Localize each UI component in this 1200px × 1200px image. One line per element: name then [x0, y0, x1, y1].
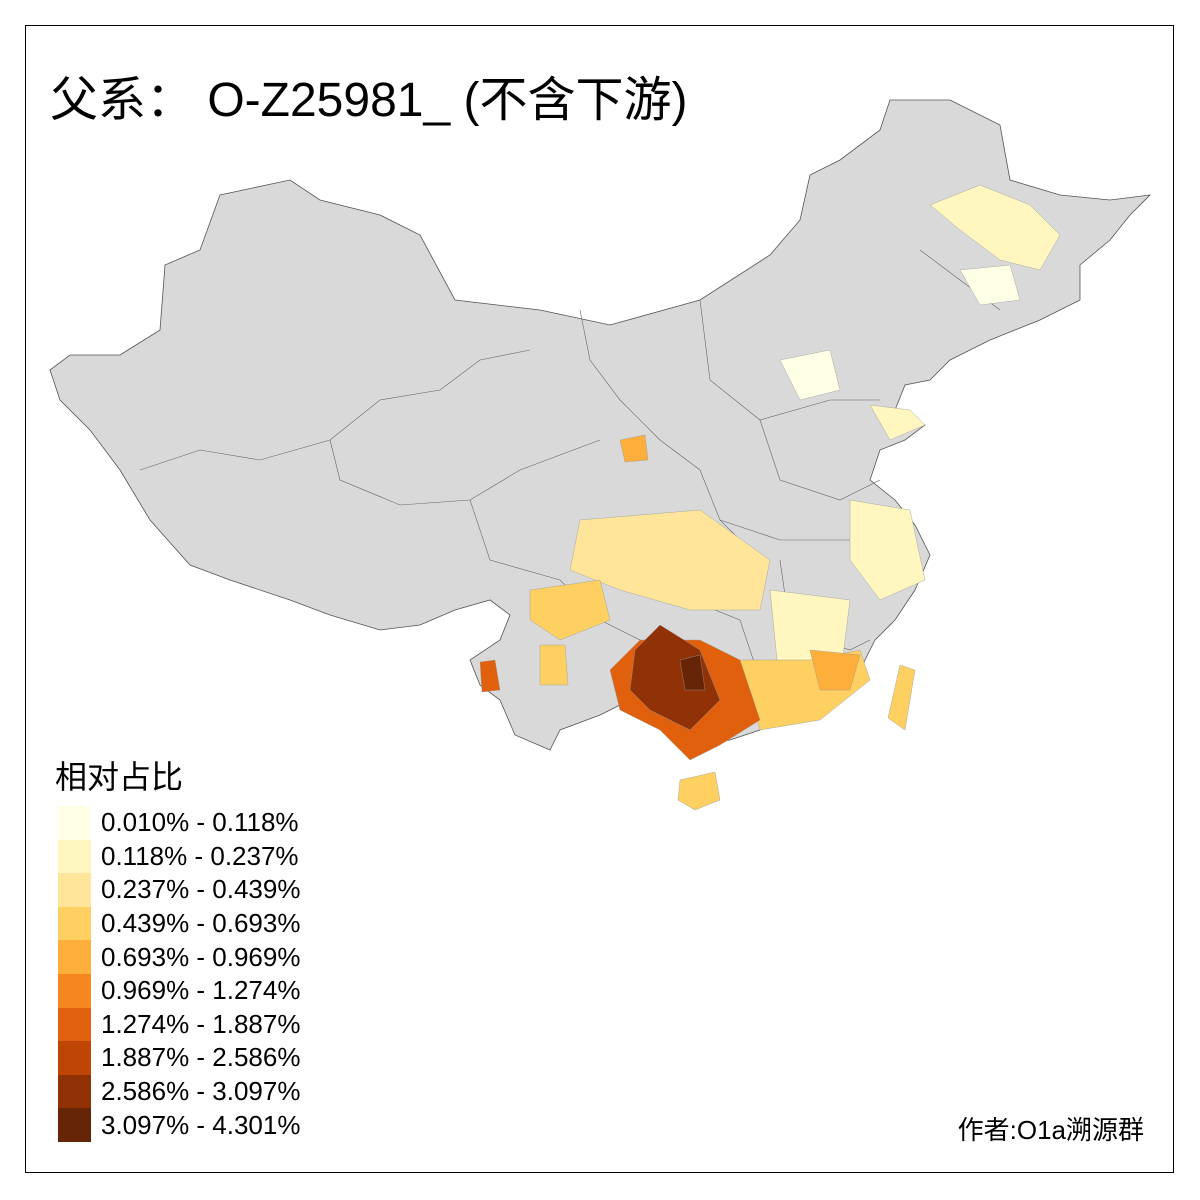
legend-label: 0.969% - 1.274%: [101, 975, 301, 1006]
legend-label: 0.237% - 0.439%: [101, 874, 301, 905]
region-guangxi-peak: [679, 654, 706, 691]
legend: 0.010% - 0.118% 0.118% - 0.237% 0.237% - 0…: [58, 806, 300, 1142]
legend-swatch: [58, 1108, 91, 1142]
shaded-regions: [479, 184, 1061, 811]
legend-item: 0.439% - 0.693%: [58, 906, 301, 941]
legend-item: 0.969% - 1.274%: [58, 973, 301, 1008]
legend-swatch: [58, 973, 91, 1008]
region-yunnan-west: [539, 644, 569, 686]
region-north: [779, 349, 841, 401]
legend-label: 0.693% - 0.969%: [101, 941, 301, 972]
map-title: 父系： O-Z25981_ (不含下游): [50, 74, 688, 127]
legend-item: 0.693% - 0.969%: [58, 940, 300, 974]
legend-swatch: [58, 1007, 91, 1042]
legend-swatch: [58, 873, 91, 907]
author-credit: 作者:O1a溯源群: [957, 1115, 1144, 1145]
region-guangxi-core: [629, 624, 721, 731]
legend-swatch: [58, 839, 91, 874]
legend-item: 1.887% - 2.586%: [58, 1041, 300, 1075]
region-east: [849, 499, 926, 601]
region-hainan: [677, 771, 721, 811]
region-fujian: [809, 649, 861, 691]
legend-title: 相对占比: [55, 759, 184, 795]
legend-label: 1.274% - 1.887%: [101, 1008, 301, 1039]
region-northeast: [929, 184, 1061, 271]
region-gansu: [619, 434, 649, 463]
legend-item: 0.237% - 0.439%: [58, 873, 300, 907]
legend-item: 0.010% - 0.118%: [58, 806, 300, 840]
legend-swatch: [58, 1074, 91, 1109]
legend-label: 3.097% - 4.301%: [101, 1109, 301, 1140]
region-shandong: [869, 404, 926, 441]
legend-swatch: [58, 940, 91, 974]
region-northeast-2: [959, 264, 1021, 306]
legend-label: 1.887% - 2.586%: [101, 1042, 301, 1073]
legend-swatch: [58, 806, 91, 840]
region-border-west: [479, 659, 501, 693]
region-central: [569, 509, 771, 611]
legend-item: 1.274% - 1.887%: [58, 1007, 301, 1042]
legend-label: 0.118% - 0.237%: [101, 840, 299, 871]
legend-item: 2.586% - 3.097%: [58, 1074, 301, 1109]
legend-label: 0.010% - 0.118%: [101, 807, 299, 838]
legend-label: 2.586% - 3.097%: [101, 1076, 301, 1107]
frame: [25, 25, 1174, 1173]
region-taiwan: [887, 664, 916, 731]
region-sichuan: [529, 579, 611, 641]
legend-label: 0.439% - 0.693%: [101, 908, 301, 939]
legend-item: 3.097% - 4.301%: [58, 1108, 300, 1142]
legend-item: 0.118% - 0.237%: [58, 839, 300, 874]
legend-swatch: [58, 1041, 91, 1075]
legend-swatch: [58, 906, 91, 941]
